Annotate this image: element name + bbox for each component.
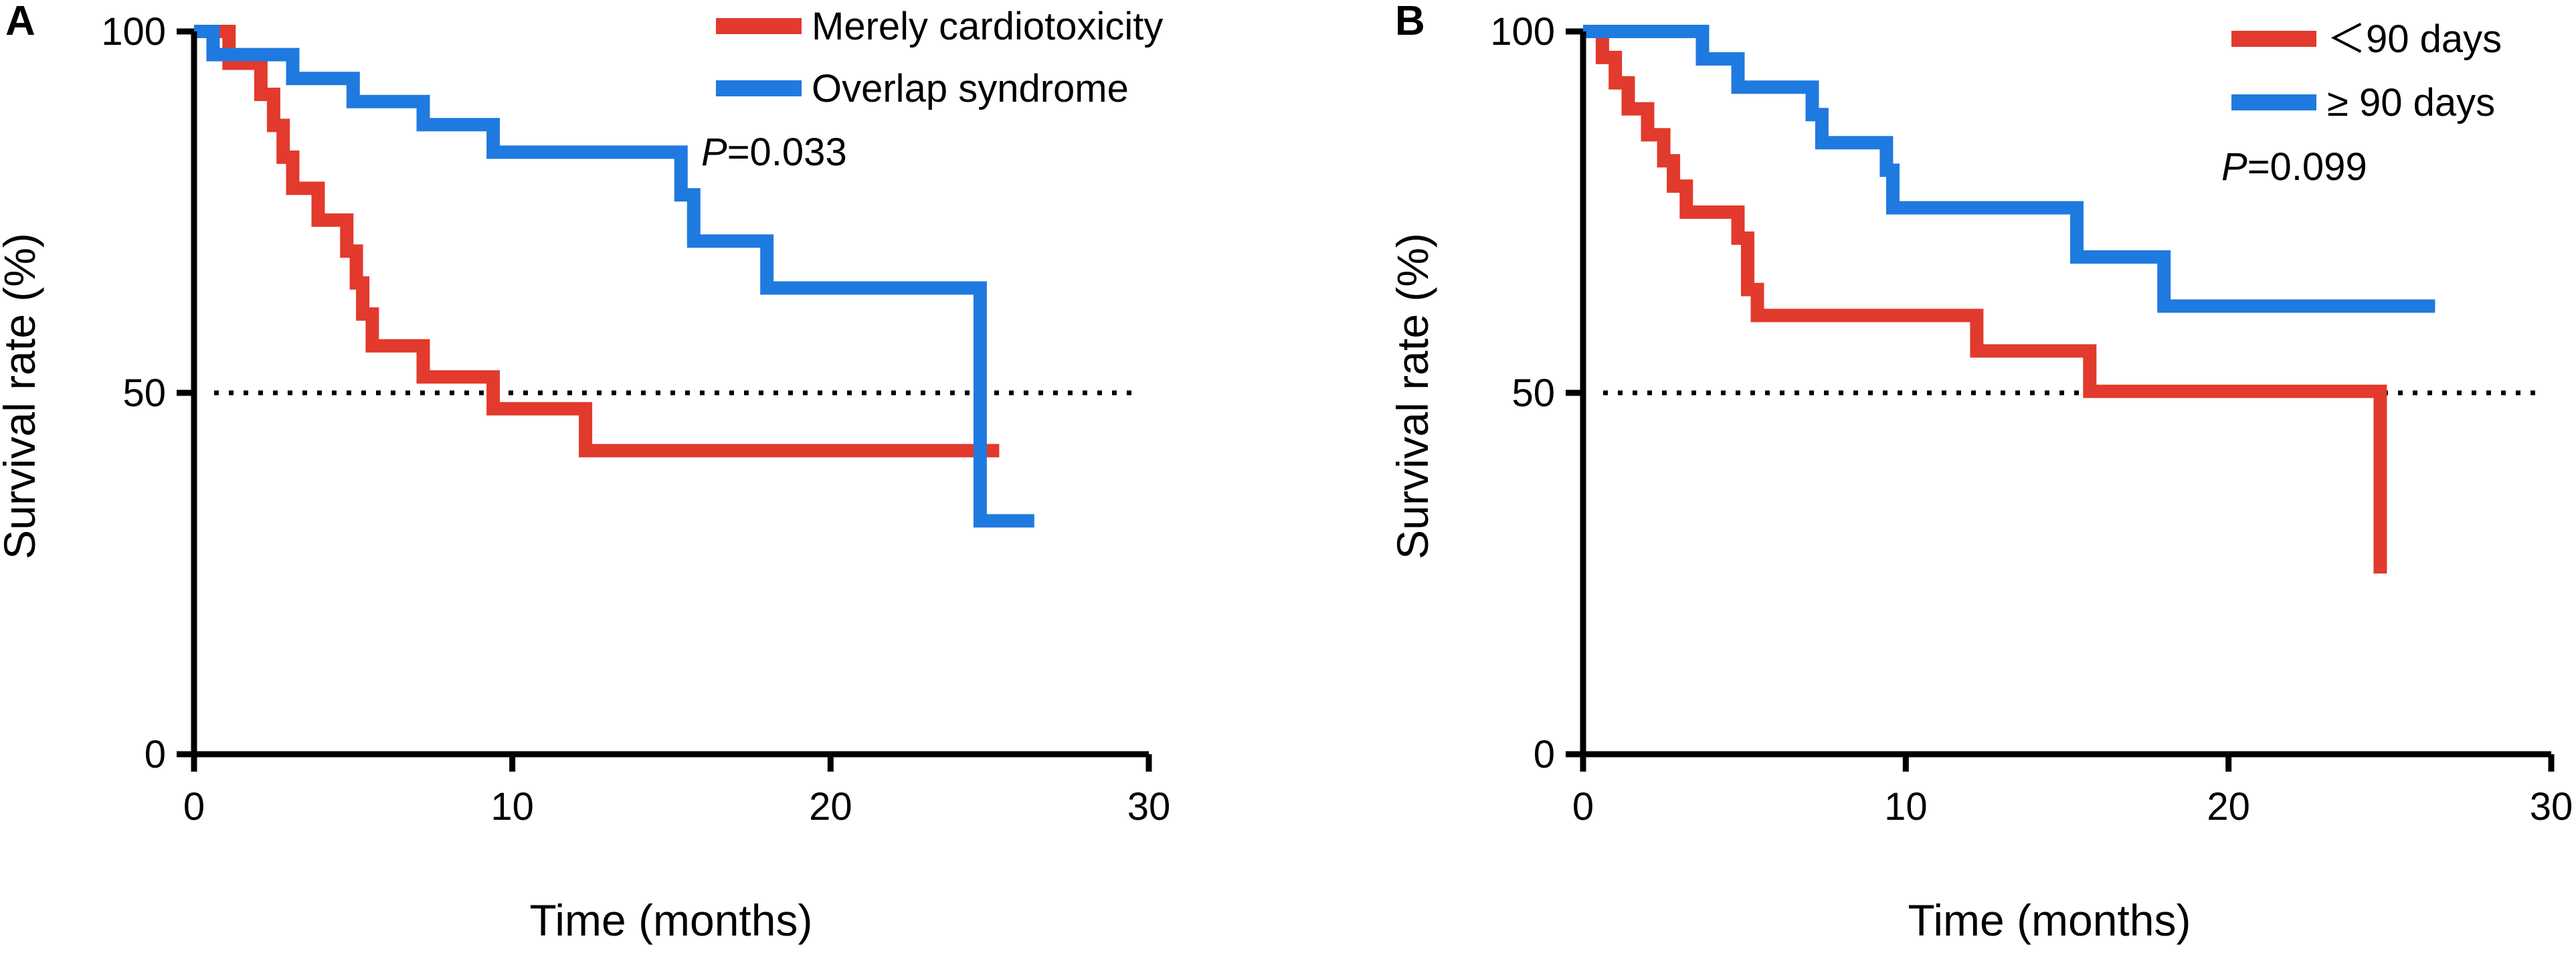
- panel-a-y-tick-label-50: 50: [122, 371, 166, 415]
- panel-a-y-axis-title: Survival rate (%): [0, 233, 44, 559]
- panel-b-y-tick-label-0: 0: [1534, 733, 1555, 776]
- panel-b-x-tick-label-30: 30: [2530, 785, 2573, 829]
- panel-b-x-tick-label-0: 0: [1572, 785, 1594, 829]
- panel-b-series-group: [1583, 25, 2435, 574]
- panel-b-x-axis-title: Time (months): [1908, 895, 2191, 945]
- panel-b-y-tick-label-50: 50: [1511, 371, 1555, 415]
- panel-b-y-tick-label-100: 100: [1490, 10, 1555, 54]
- panel-b-series-line-0: [1583, 25, 2387, 574]
- panel-a-series-line-0: [194, 25, 1000, 458]
- panel-b: B 0 50 100 0 10 20 30 Time (months) Surv…: [1388, 0, 2573, 945]
- panel-a-p-value: P=0.033: [701, 130, 847, 174]
- panel-b-ticks: [1566, 28, 2555, 772]
- panel-b-series-line-1: [1583, 25, 2435, 313]
- panel-a-ticks: [177, 28, 1152, 772]
- panel-a-series-group: [194, 25, 1034, 528]
- panel-a-p-letter: P: [701, 130, 727, 174]
- panel-a-x-tick-label-30: 30: [1127, 785, 1171, 829]
- panel-a-y-tick-label-0: 0: [145, 733, 166, 776]
- panel-a-series-line-1: [194, 25, 1034, 528]
- panel-a-x-tick-label-10: 10: [490, 785, 534, 829]
- panel-a-legend-label-merely-cardiotoxicity: Merely cardiotoxicity: [812, 5, 1163, 48]
- panel-a-p-number: =0.033: [727, 130, 847, 174]
- panel-a-legend-label-overlap-syndrome: Overlap syndrome: [812, 67, 1129, 110]
- panel-a-x-axis-title: Time (months): [530, 895, 813, 945]
- panel-b-x-tick-label-20: 20: [2207, 785, 2250, 829]
- panel-b-label: B: [1395, 0, 1425, 44]
- panel-b-legend-label-under-90-days: ＜90 days: [2327, 17, 2502, 61]
- panel-a-y-tick-label-100: 100: [101, 10, 166, 54]
- panel-b-x-tick-label-10: 10: [1884, 785, 1928, 829]
- panel-b-p-letter: P: [2221, 145, 2247, 189]
- panel-a-x-tick-label-0: 0: [183, 785, 205, 829]
- panel-a: A 0 50 100 0 10 20 30 Time (months) Surv…: [0, 0, 1170, 945]
- panel-b-y-axis-title: Survival rate (%): [1388, 233, 1437, 559]
- panel-a-label: A: [5, 0, 35, 44]
- panel-a-x-tick-label-20: 20: [809, 785, 852, 829]
- panel-b-legend-label-over-90-days: ≥ 90 days: [2327, 81, 2495, 124]
- panel-b-p-value: P=0.099: [2221, 145, 2367, 189]
- panel-b-p-number: =0.099: [2247, 145, 2367, 189]
